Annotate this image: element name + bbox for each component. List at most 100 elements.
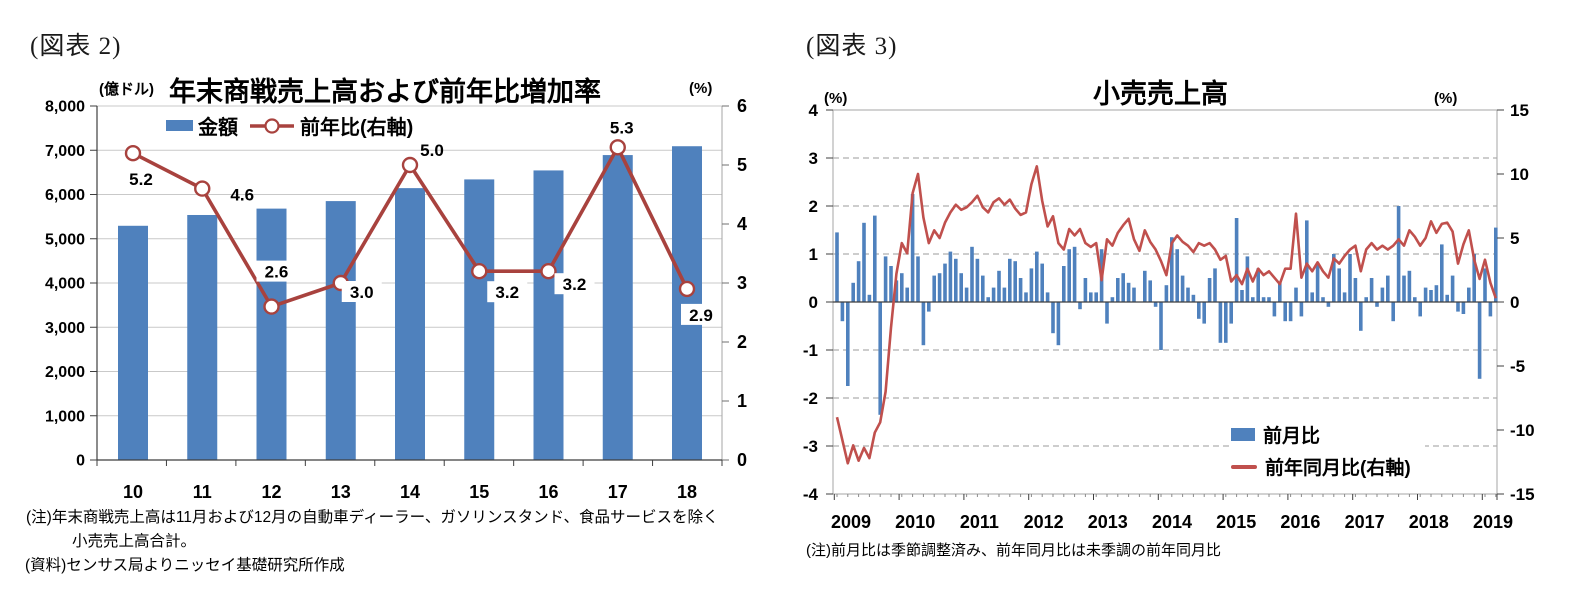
data-point-marker	[678, 280, 696, 298]
mom-bar	[1116, 278, 1120, 302]
left-axis-tick-label: -4	[803, 485, 819, 504]
mom-bar	[862, 222, 866, 302]
mom-bar	[1240, 290, 1244, 302]
mom-bar	[943, 263, 947, 302]
chart1-legend: 金額 前年比(右軸)	[166, 111, 413, 140]
data-point-label: 3.0	[350, 283, 374, 302]
mom-bar	[1391, 302, 1395, 322]
data-point-marker	[401, 156, 419, 174]
mom-bar	[970, 246, 974, 302]
mom-bar	[1332, 254, 1336, 302]
mom-bar	[1045, 292, 1050, 302]
x-axis-year-label: 13	[331, 482, 351, 502]
left-axis-tick-label: -2	[803, 389, 818, 408]
mom-bar	[1386, 275, 1390, 302]
amount-series-label: 金額	[198, 117, 238, 139]
mom-bar	[1143, 270, 1147, 302]
mom-bar	[856, 261, 861, 302]
mom-bar	[1429, 290, 1433, 302]
mom-bar	[1342, 292, 1347, 302]
left-axis-tick-label: 2,000	[45, 364, 85, 381]
mom-bar	[1067, 249, 1071, 302]
mom-bar	[1456, 302, 1460, 312]
mom-bar	[883, 256, 888, 302]
x-axis-year-label: 2013	[1088, 512, 1128, 532]
x-axis-year-label: 2015	[1216, 512, 1256, 532]
data-point-marker	[540, 263, 557, 280]
mom-bar	[1440, 244, 1444, 302]
mom-series-swatch-icon	[1231, 428, 1255, 441]
sales-amount-bar	[602, 155, 633, 461]
mom-bar	[959, 273, 963, 302]
chart2-legend: 前月比 前年同月比(右軸)	[1229, 419, 1425, 484]
mom-bar	[1396, 206, 1401, 302]
mom-bar	[1029, 268, 1034, 302]
yoy-line-marker-icon	[250, 117, 294, 134]
yoy-line-swatch-icon	[1231, 464, 1257, 469]
mom-bar	[1245, 256, 1250, 302]
x-axis-year-label: 16	[538, 482, 558, 502]
mom-bar	[1353, 278, 1358, 302]
mom-bar	[981, 275, 985, 302]
yoy-trend-line	[835, 165, 1498, 465]
x-axis-year-label: 2010	[895, 512, 935, 532]
mom-bar	[1305, 220, 1309, 302]
mom-bar	[1272, 302, 1277, 317]
mom-bar	[916, 256, 920, 302]
mom-bar	[1450, 275, 1455, 302]
x-axis-year-label: 2016	[1280, 512, 1320, 532]
sales-amount-bar	[187, 214, 218, 460]
x-axis-year-label: 14	[400, 482, 420, 502]
figure2-label: (図表 2)	[30, 33, 122, 60]
data-label-bg	[554, 273, 595, 295]
mom-bar	[1375, 302, 1379, 307]
chart2-title: 小売売上高	[1093, 79, 1228, 109]
right-axis-tick-label: 15	[1510, 101, 1529, 120]
mom-bar	[905, 287, 909, 302]
right-axis-tick-label: 6	[737, 96, 747, 116]
x-axis-year-label: 12	[261, 482, 281, 502]
right-axis-tick-label: 5	[1510, 229, 1519, 248]
mom-bar	[1261, 297, 1266, 302]
mom-bar	[894, 280, 899, 302]
x-axis-year-label: 2011	[960, 512, 999, 532]
mom-bar	[1326, 302, 1331, 307]
x-axis-year-label: 11	[193, 482, 212, 502]
mom-bar	[1002, 287, 1007, 302]
mom-bar	[1477, 302, 1482, 379]
data-point-marker	[124, 144, 142, 162]
chart2-right-axis-unit: (%)	[1434, 90, 1458, 107]
mom-bar	[1483, 268, 1487, 302]
mom-bar	[1337, 268, 1341, 302]
mom-bar	[1051, 302, 1055, 334]
data-point-label: 3.2	[495, 283, 519, 302]
sales-amount-bar	[325, 201, 356, 460]
mom-bar	[846, 302, 850, 386]
mom-bar	[1202, 302, 1206, 324]
left-axis-tick-label: 1,000	[45, 408, 85, 425]
mom-bar	[991, 287, 996, 302]
mom-bar	[954, 258, 958, 302]
mom-bar	[1321, 297, 1325, 302]
left-axis-tick-label: 4,000	[45, 276, 85, 293]
mom-bar	[1126, 282, 1131, 302]
left-axis-tick-label: 0	[76, 453, 85, 470]
mom-bar	[910, 194, 915, 302]
left-axis-tick-label: 1	[809, 245, 818, 264]
mom-bar	[1013, 261, 1017, 302]
mom-bar	[1040, 263, 1044, 302]
right-axis-tick-label: -10	[1510, 421, 1535, 440]
sales-amount-bar	[118, 225, 148, 460]
mom-bar	[1062, 266, 1066, 302]
mom-bar	[840, 302, 845, 322]
left-axis-tick-label: 8,000	[45, 99, 85, 116]
mom-bar	[1299, 302, 1304, 317]
x-axis-year-label: 17	[608, 482, 628, 502]
left-axis-tick-label: 3	[809, 149, 818, 168]
data-point-marker	[263, 298, 280, 315]
mom-bar	[1310, 292, 1314, 302]
mom-bar	[997, 270, 1001, 302]
mom-bar	[1423, 287, 1428, 302]
